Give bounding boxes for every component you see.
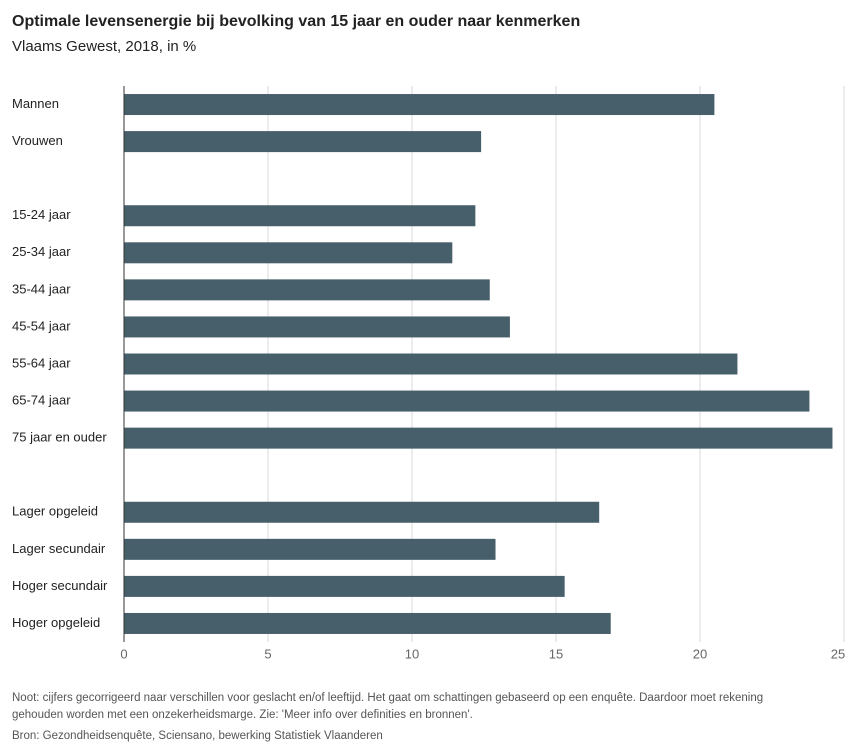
bar: [124, 279, 490, 301]
x-tick-label: 5: [264, 646, 271, 661]
y-tick-label: 55-64 jaar: [12, 355, 71, 370]
bar: [124, 205, 476, 227]
y-tick-label: Mannen: [12, 96, 59, 111]
x-tick-label: 20: [693, 646, 707, 661]
y-tick-label: 65-74 jaar: [12, 393, 71, 408]
bar: [124, 316, 510, 338]
footnote: Bron: Gezondheidsenquête, Sciensano, bew…: [12, 730, 383, 742]
x-tick-label: 25: [831, 646, 845, 661]
bar: [124, 390, 810, 412]
bar: [124, 353, 738, 375]
y-tick-label: Hoger secundair: [12, 578, 108, 593]
bar: [124, 501, 600, 523]
x-tick-label: 0: [120, 646, 127, 661]
bar: [124, 242, 453, 264]
y-tick-label: 15-24 jaar: [12, 207, 71, 222]
bar: [124, 94, 715, 116]
y-tick-label: Hoger opgeleid: [12, 615, 100, 630]
footnote: gehouden worden met een onzekerheidsmarg…: [12, 709, 473, 721]
footnote: Noot: cijfers gecorrigeerd naar verschil…: [12, 692, 763, 704]
chart-title: Optimale levensenergie bij bevolking van…: [12, 13, 580, 30]
y-tick-label: Vrouwen: [12, 133, 63, 148]
bar: [124, 612, 611, 634]
y-tick-label: Lager secundair: [12, 541, 106, 556]
y-tick-label: 35-44 jaar: [12, 281, 71, 296]
bar: [124, 538, 496, 560]
x-tick-label: 15: [549, 646, 563, 661]
bar: [124, 427, 833, 449]
y-tick-label: 75 jaar en ouder: [12, 430, 107, 445]
y-tick-label: Lager opgeleid: [12, 504, 98, 519]
bar: [124, 131, 482, 153]
chart-subtitle: Vlaams Gewest, 2018, in %: [12, 38, 196, 55]
x-tick-label: 10: [405, 646, 419, 661]
y-tick-label: 25-34 jaar: [12, 244, 71, 259]
y-tick-label: 45-54 jaar: [12, 318, 71, 333]
bar: [124, 575, 565, 597]
